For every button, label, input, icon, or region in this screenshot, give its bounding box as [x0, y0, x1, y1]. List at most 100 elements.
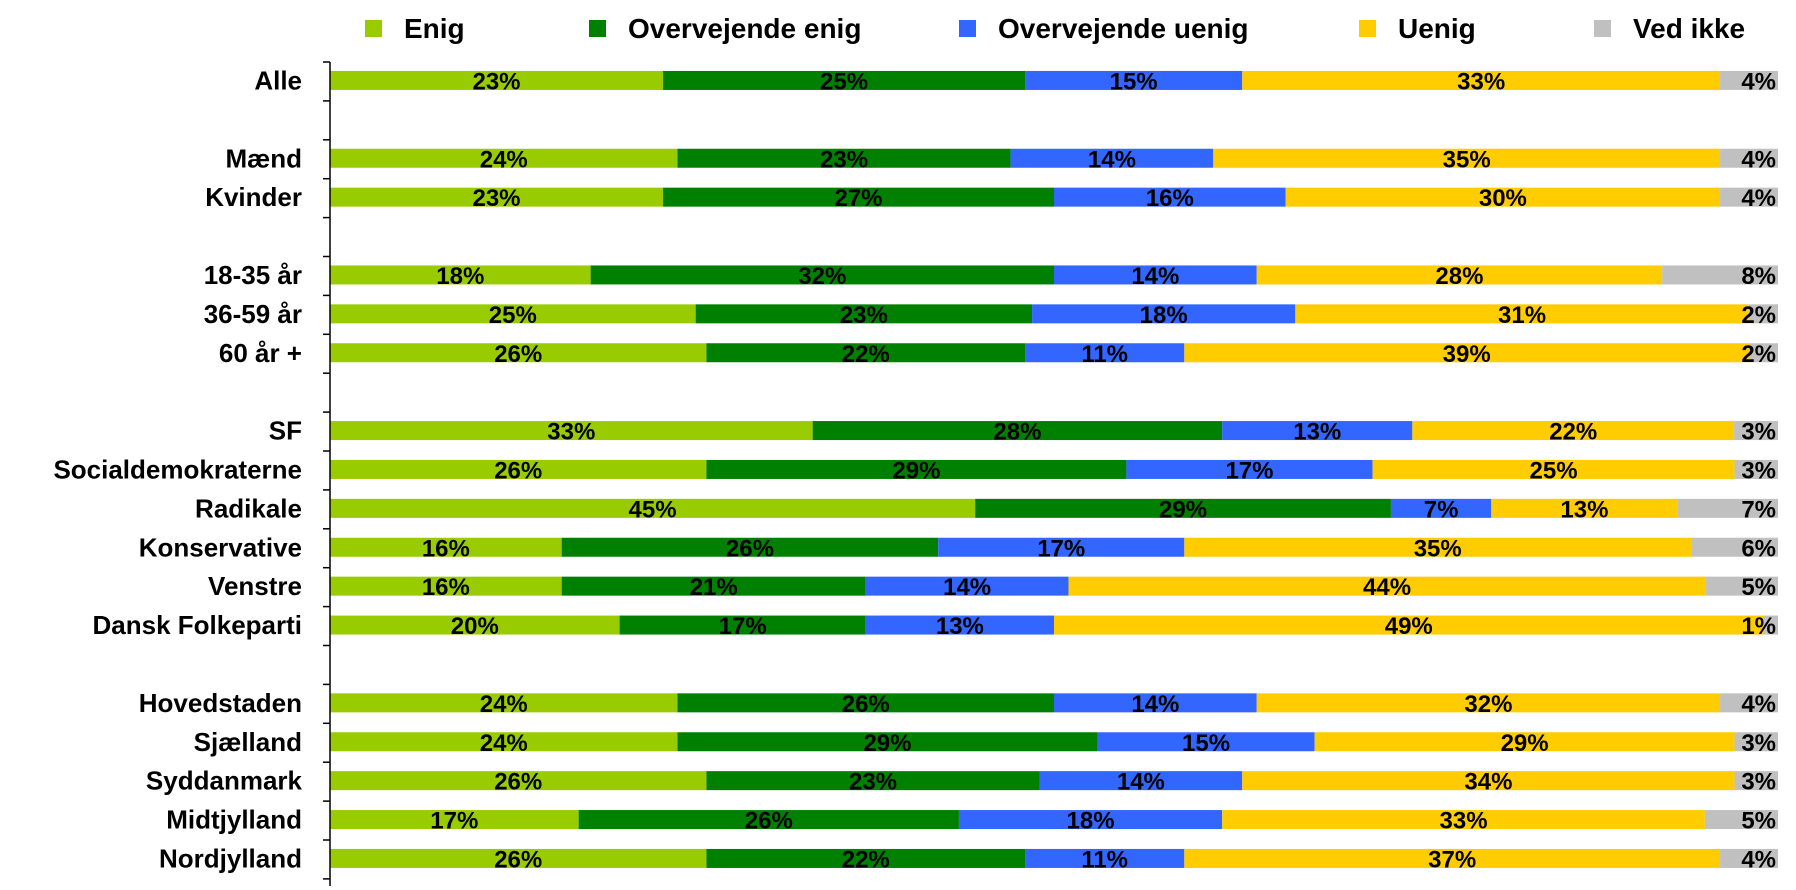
data-label-uenig: 49% — [1385, 613, 1433, 640]
data-label-overvejende-enig: 28% — [993, 419, 1041, 446]
data-label-ved-ikke: 1% — [1741, 613, 1776, 640]
bar-row-nordjylland: 26% 22% 11% 37% 4% — [330, 846, 1778, 873]
bar-ved-ikke — [1720, 148, 1778, 168]
bar-ved-ikke — [1720, 70, 1778, 90]
bar-enig — [330, 810, 579, 830]
bar-row-mænd: 24% 23% 14% 35% 4% — [330, 146, 1778, 173]
legend-item-uenig: Uenig — [1359, 13, 1476, 44]
category-label-18-35-år: 18-35 år — [204, 260, 302, 290]
data-label-overvejende-uenig: 15% — [1182, 730, 1230, 757]
data-label-enig: 18% — [436, 263, 484, 290]
bar-uenig — [1068, 576, 1706, 596]
bar-row-alle: 23% 25% 15% 33% 4% — [330, 68, 1778, 95]
data-label-uenig: 31% — [1498, 302, 1546, 329]
bar-overvejende-enig — [663, 187, 1054, 207]
data-label-ved-ikke: 4% — [1741, 185, 1776, 212]
data-label-uenig: 13% — [1560, 496, 1608, 523]
data-label-ved-ikke: 5% — [1741, 808, 1776, 835]
category-label-60-år: 60 år + — [219, 338, 302, 368]
category-label-radikale: Radikale — [195, 493, 302, 523]
category-label-venstre: Venstre — [208, 571, 302, 601]
data-label-overvejende-enig: 22% — [842, 846, 890, 873]
bar-overvejende-enig — [578, 810, 959, 830]
data-label-overvejende-uenig: 11% — [1081, 341, 1128, 368]
data-label-ved-ikke: 7% — [1741, 496, 1776, 523]
category-labels: Alle Mænd Kvinder 18-35 år 36-59 år 60 år + SF… — [53, 65, 302, 873]
bar-uenig — [1295, 304, 1749, 324]
bar-uenig — [1222, 810, 1705, 830]
bar-overvejende-enig — [706, 343, 1026, 363]
bar-overvejende-uenig — [1097, 732, 1315, 752]
bar-uenig — [1314, 732, 1735, 752]
bar-overvejende-uenig — [1025, 848, 1185, 868]
category-label-mænd: Mænd — [225, 143, 302, 173]
data-label-overvejende-enig: 23% — [820, 146, 868, 173]
bar-uenig — [1285, 187, 1721, 207]
bar-row-18-35-år: 18% 32% 14% 28% 8% — [330, 263, 1778, 290]
bar-row-syddanmark: 26% 23% 14% 34% 3% — [330, 769, 1778, 796]
category-axis — [323, 61, 331, 886]
bar-row-dansk-folkeparti: 20% 17% 13% 49% 1% — [330, 613, 1778, 640]
data-label-uenig: 34% — [1464, 769, 1512, 796]
legend-label-overvejende-uenig: Overvejende uenig — [998, 13, 1249, 44]
data-label-overvejende-enig: 32% — [798, 263, 846, 290]
category-label-sf: SF — [269, 416, 302, 446]
bar-overvejende-enig — [706, 459, 1127, 479]
bar-ved-ikke — [1734, 459, 1778, 479]
data-label-enig: 24% — [480, 146, 528, 173]
bar-ved-ikke — [1734, 421, 1778, 441]
bar-ved-ikke — [1720, 848, 1778, 868]
data-label-enig: 16% — [422, 535, 470, 562]
bar-overvejende-enig — [812, 421, 1223, 441]
data-label-overvejende-enig: 26% — [842, 691, 890, 718]
data-label-overvejende-uenig: 16% — [1146, 185, 1194, 212]
data-label-ved-ikke: 4% — [1741, 846, 1776, 873]
bar-overvejende-uenig — [958, 810, 1223, 830]
data-label-overvejende-uenig: 14% — [1131, 691, 1179, 718]
bar-uenig — [1184, 537, 1692, 557]
bar-overvejende-uenig — [1054, 265, 1257, 285]
bar-overvejende-uenig — [1039, 771, 1243, 791]
data-label-uenig: 44% — [1363, 574, 1411, 601]
legend-label-uenig: Uenig — [1398, 13, 1476, 44]
bar-enig — [330, 615, 620, 635]
data-label-overvejende-uenig: 14% — [943, 574, 991, 601]
data-label-overvejende-enig: 22% — [842, 341, 890, 368]
bar-overvejende-uenig — [1054, 693, 1257, 713]
bar-uenig — [1054, 615, 1764, 635]
data-label-enig: 16% — [422, 574, 470, 601]
data-label-enig: 23% — [472, 68, 520, 95]
bar-ved-ikke — [1705, 576, 1778, 596]
data-label-enig: 26% — [494, 846, 542, 873]
legend-swatch-overvejende-enig — [589, 20, 606, 37]
bar-overvejende-enig — [677, 693, 1054, 713]
data-label-overvejende-uenig: 7% — [1424, 496, 1459, 523]
bar-row-midtjylland: 17% 26% 18% 33% 5% — [330, 808, 1778, 835]
data-label-overvejende-uenig: 18% — [1067, 808, 1115, 835]
bar-uenig — [1242, 771, 1735, 791]
bar-enig — [330, 693, 678, 713]
data-label-ved-ikke: 3% — [1741, 769, 1776, 796]
bar-enig — [330, 732, 678, 752]
bar-uenig — [1412, 421, 1735, 441]
data-label-uenig: 35% — [1414, 535, 1462, 562]
data-label-overvejende-enig: 25% — [820, 68, 868, 95]
data-label-ved-ikke: 8% — [1741, 263, 1776, 290]
data-label-ved-ikke: 4% — [1741, 146, 1776, 173]
data-label-uenig: 28% — [1435, 263, 1483, 290]
data-label-overvejende-uenig: 14% — [1131, 263, 1179, 290]
bar-row-konservative: 16% 26% 17% 35% 6% — [330, 535, 1778, 562]
category-label-nordjylland: Nordjylland — [159, 843, 302, 873]
data-label-overvejende-enig: 29% — [1159, 496, 1207, 523]
bar-overvejende-uenig — [1390, 498, 1492, 518]
bar-row-sjælland: 24% 29% 15% 29% 3% — [330, 730, 1778, 757]
data-label-overvejende-enig: 27% — [834, 185, 882, 212]
legend: Enig Overvejende enig Overvejende uenig Uen… — [365, 13, 1745, 44]
bar-ved-ikke — [1704, 810, 1778, 830]
bar-overvejende-uenig — [865, 615, 1054, 635]
bar-uenig — [1256, 265, 1663, 285]
data-label-uenig: 32% — [1464, 691, 1512, 718]
bar-overvejende-uenig — [1010, 148, 1214, 168]
category-label-konservative: Konservative — [139, 532, 302, 562]
bar-overvejende-enig — [706, 848, 1026, 868]
